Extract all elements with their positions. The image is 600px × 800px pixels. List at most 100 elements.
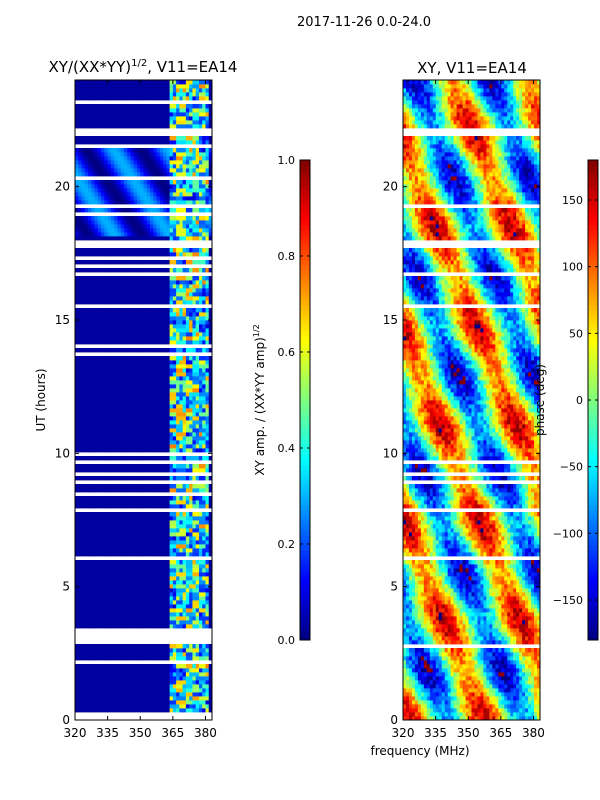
heatmap-cell: [84, 552, 89, 557]
heatmap-cell: [88, 168, 92, 173]
heatmap-cell: [195, 368, 200, 373]
heatmap-cell: [176, 200, 180, 205]
heatmap-cell: [140, 436, 144, 441]
heatmap-cell: [166, 236, 170, 241]
heatmap-cell: [88, 488, 92, 493]
heatmap-cell: [143, 680, 148, 685]
heatmap-cell: [153, 228, 157, 233]
heatmap-cell: [78, 188, 82, 193]
heatmap-cell: [163, 276, 167, 281]
heatmap-cell: [169, 408, 174, 413]
heatmap-cell: [166, 324, 170, 329]
heatmap-cell: [107, 620, 112, 625]
heatmap-cell: [189, 296, 193, 301]
heatmap-cell: [159, 312, 164, 317]
heatmap-cell: [159, 568, 164, 573]
heatmap-cell: [205, 604, 210, 609]
heatmap-cell: [143, 280, 148, 285]
heatmap-cell: [127, 284, 131, 289]
heatmap-cell: [156, 428, 161, 433]
heatmap-cell: [133, 340, 138, 345]
heatmap-cell: [130, 348, 135, 353]
heatmap-cell: [185, 392, 190, 397]
heatmap-cell: [114, 584, 118, 589]
heatmap-cell: [185, 616, 190, 621]
heatmap-cell: [123, 280, 128, 285]
heatmap-cell: [163, 384, 167, 389]
heatmap-cell: [163, 500, 167, 505]
heatmap-cell: [120, 200, 125, 205]
heatmap-cell: [117, 412, 122, 417]
heatmap-cell: [91, 604, 95, 609]
heatmap-cell: [159, 504, 164, 509]
heatmap-cell: [205, 440, 210, 445]
heatmap-cell: [166, 152, 170, 157]
heatmap-cell: [78, 484, 82, 489]
heatmap-cell: [143, 160, 148, 165]
heatmap-cell: [101, 340, 105, 345]
heatmap-cell: [166, 140, 170, 145]
heatmap-cell: [146, 468, 151, 473]
heatmap-cell: [101, 680, 105, 685]
heatmap-cell: [81, 488, 86, 493]
heatmap-cell: [117, 416, 122, 421]
heatmap-cell: [101, 596, 105, 601]
heatmap-cell: [195, 588, 200, 593]
heatmap-cell: [114, 540, 118, 545]
heatmap-cell: [114, 396, 118, 401]
heatmap-cell: [185, 288, 190, 293]
heatmap-cell: [143, 248, 148, 253]
heatmap-cell: [123, 400, 128, 405]
heatmap-cell: [117, 376, 122, 381]
heatmap-cell: [146, 248, 151, 253]
heatmap-cell: [198, 380, 203, 385]
heatmap-cell: [120, 688, 125, 693]
heatmap-cell: [107, 380, 112, 385]
heatmap-cell: [150, 444, 154, 449]
heatmap-cell: [185, 488, 190, 493]
heatmap-cell: [163, 496, 167, 501]
heatmap-cell: [205, 548, 210, 553]
heatmap-cell: [140, 396, 144, 401]
heatmap-cell: [110, 392, 115, 397]
heatmap-cell: [140, 164, 144, 169]
heatmap-cell: [88, 512, 92, 517]
heatmap-cell: [159, 152, 164, 157]
heatmap-cell: [101, 464, 105, 469]
heatmap-cell: [97, 580, 102, 585]
heatmap-cell: [75, 624, 79, 629]
heatmap-cell: [127, 548, 131, 553]
heatmap-cell: [120, 444, 125, 449]
heatmap-cell: [205, 500, 210, 505]
heatmap-cell: [205, 172, 210, 177]
heatmap-cell: [205, 192, 210, 197]
heatmap-cell: [78, 152, 82, 157]
heatmap-cell: [185, 436, 190, 441]
heatmap-cell: [153, 276, 157, 281]
heatmap-cell: [192, 188, 197, 193]
heatmap-cell: [117, 700, 122, 705]
heatmap-cell: [140, 428, 144, 433]
heatmap-cell: [146, 564, 151, 569]
heatmap-cell: [130, 268, 135, 273]
heatmap-cell: [195, 328, 200, 333]
heatmap-cell: [172, 424, 177, 429]
heatmap-cell: [192, 424, 197, 429]
heatmap-cell: [97, 680, 102, 685]
heatmap-cell: [78, 180, 82, 185]
heatmap-cell: [169, 156, 174, 161]
heatmap-cell: [81, 432, 86, 437]
heatmap-cell: [114, 500, 118, 505]
heatmap-cell: [143, 436, 148, 441]
heatmap-cell: [81, 412, 86, 417]
heatmap-cell: [104, 548, 109, 553]
heatmap-cell: [130, 584, 135, 589]
heatmap-cell: [169, 340, 174, 345]
heatmap-cell: [110, 260, 115, 265]
heatmap-cell: [176, 276, 180, 281]
heatmap-cell: [163, 412, 167, 417]
heatmap-cell: [84, 464, 89, 469]
heatmap-cell: [117, 604, 122, 609]
heatmap-cell: [78, 324, 82, 329]
heatmap-cell: [97, 528, 102, 533]
